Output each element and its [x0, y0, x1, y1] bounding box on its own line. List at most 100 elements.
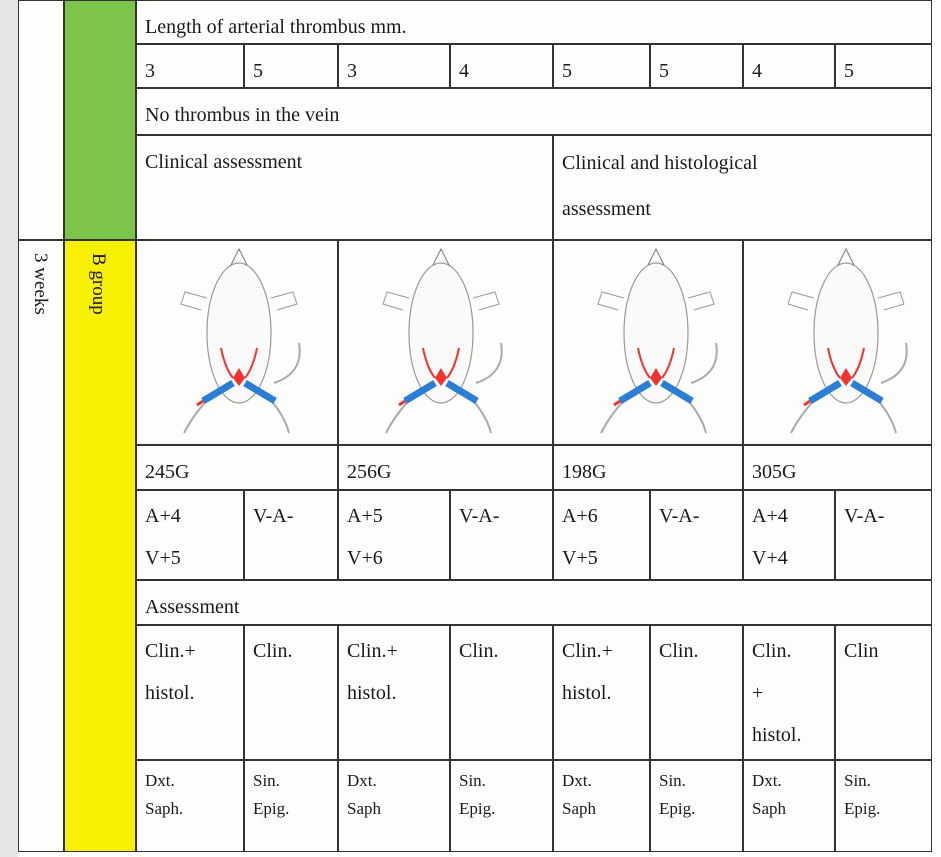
assessment: Clin.+: [347, 630, 441, 672]
site: Saph: [562, 795, 641, 823]
vein-note: No thrombus in the vein: [145, 93, 923, 135]
site: Epig.: [659, 795, 734, 823]
assessment: +: [752, 672, 826, 714]
assessment-left-cell: Clinical assessment: [136, 135, 553, 240]
page: 3 weeks B group Length of arterial throm…: [0, 0, 941, 857]
site: Epig.: [253, 795, 329, 823]
period: 3 weeks: [29, 253, 51, 315]
site: Dxt.: [145, 767, 235, 795]
site-cell: Sin.Epig.: [450, 760, 553, 852]
length: 5: [253, 49, 329, 88]
length-cell: 5: [835, 44, 932, 88]
assessment-cell: Clin.: [244, 625, 338, 760]
length: 5: [844, 49, 923, 88]
assessment-label: Assessment: [145, 585, 923, 625]
assessment: Clin: [844, 630, 923, 672]
rat-diagram: [351, 243, 531, 443]
result: V+5: [145, 537, 235, 579]
length: 4: [752, 49, 826, 88]
site: Sin.: [844, 767, 923, 795]
image-cell: [136, 240, 338, 445]
assessment-label-cell: Assessment: [136, 580, 932, 625]
group: B group: [87, 253, 109, 315]
group-color-green: [64, 0, 136, 240]
site: Dxt.: [347, 767, 441, 795]
site-cell: Dxt.Saph: [743, 760, 835, 852]
length-cell: 5: [650, 44, 743, 88]
assessment-cell: Clin.+histol.: [743, 625, 835, 760]
result: A+5: [347, 495, 441, 537]
result-cell: V-A-: [835, 490, 932, 580]
assessment: histol.: [752, 714, 826, 756]
image-cell: [743, 240, 932, 445]
result: V-A-: [253, 495, 329, 537]
period-cell: 3 weeks: [18, 240, 64, 852]
site: Saph: [347, 795, 441, 823]
site: Epig.: [844, 795, 923, 823]
result-cell: V-A-: [244, 490, 338, 580]
period-cell-top: [18, 0, 64, 240]
assessment-cell: Clin.+histol.: [338, 625, 450, 760]
vein-note-cell: No thrombus in the vein: [136, 88, 932, 135]
image-cell: [553, 240, 743, 445]
site-cell: Sin.Epig.: [244, 760, 338, 852]
result: V+6: [347, 537, 441, 579]
result: A+6: [562, 495, 641, 537]
length-cell: 5: [244, 44, 338, 88]
site: Sin.: [459, 767, 544, 795]
result-cell: V-A-: [450, 490, 553, 580]
scan-edge: [0, 0, 18, 857]
site: Dxt.: [562, 767, 641, 795]
specimen: 198G: [562, 450, 734, 490]
specimen: 245G: [145, 450, 329, 490]
assessment: Clin.+: [145, 630, 235, 672]
length-cell: 3: [338, 44, 450, 88]
site: Sin.: [253, 767, 329, 795]
image-cell: [338, 240, 553, 445]
result: V+4: [752, 537, 826, 579]
assessment: Clin.: [253, 630, 329, 672]
length: 3: [347, 49, 441, 88]
site: Epig.: [459, 795, 544, 823]
site: Dxt.: [752, 767, 826, 795]
assessment-cell: Clin.: [450, 625, 553, 760]
result: V-A-: [659, 495, 734, 537]
length: 3: [145, 49, 235, 88]
length-cell: 4: [743, 44, 835, 88]
result: V-A-: [459, 495, 544, 537]
assessment-cell: Clin.+histol.: [136, 625, 244, 760]
assessment-cell: Clin.+histol.: [553, 625, 650, 760]
rat-diagram: [149, 243, 329, 443]
length: 5: [562, 49, 641, 88]
result: A+4: [752, 495, 826, 537]
result-cell: V-A-: [650, 490, 743, 580]
length: 4: [459, 49, 544, 88]
site-cell: Dxt.Saph.: [136, 760, 244, 852]
assessment-left: Clinical assessment: [145, 140, 544, 184]
site: Saph.: [145, 795, 235, 823]
site: Sin.: [659, 767, 734, 795]
specimen: 256G: [347, 450, 544, 490]
site: Saph: [752, 795, 826, 823]
assessment: histol.: [145, 672, 235, 714]
assessment: Clin.: [459, 630, 544, 672]
site-cell: Sin.Epig.: [835, 760, 932, 852]
assessment: histol.: [562, 672, 641, 714]
assessment: Clin.: [659, 630, 734, 672]
assessment: Clin.: [752, 630, 826, 672]
specimen-cell: 198G: [553, 445, 743, 490]
assessment: histol.: [347, 672, 441, 714]
group-cell: B group: [64, 240, 136, 852]
length: 5: [659, 49, 734, 88]
result: A+4: [145, 495, 235, 537]
header: Length of arterial thrombus mm.: [145, 5, 923, 44]
specimen-cell: 256G: [338, 445, 553, 490]
assessment-cell: Clin: [835, 625, 932, 760]
header-cell: Length of arterial thrombus mm.: [136, 0, 932, 44]
length-cell: 3: [136, 44, 244, 88]
assessment-right: Clinical and histological assessment: [562, 140, 842, 232]
